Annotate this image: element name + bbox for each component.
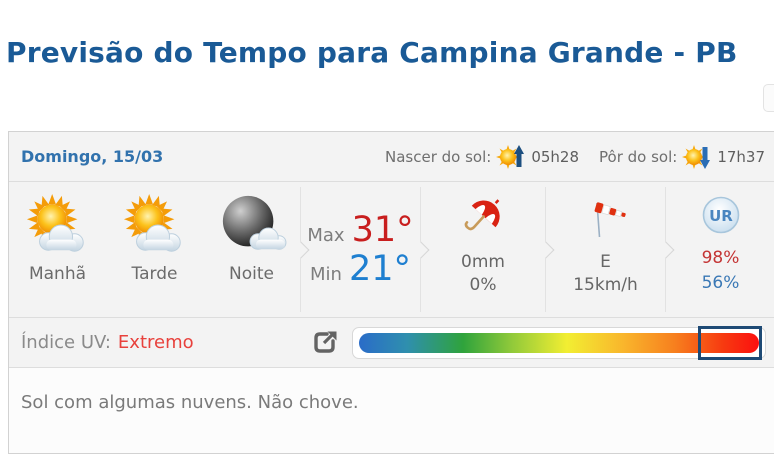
max-temp-value: 31°: [351, 209, 414, 250]
temperature-cell: Max 31° Min 21°: [301, 182, 420, 317]
sun-cloud-icon: [123, 193, 181, 252]
forecast-description: Sol com algumas nuvens. Não chove.: [9, 368, 774, 453]
sunset-time: 17h37: [717, 147, 765, 166]
rain-chance: 0%: [469, 275, 497, 295]
sunset-sun-down-arrow-icon: [682, 144, 711, 169]
uv-level-marker: [698, 325, 762, 360]
humidity-icon-text: UR: [709, 207, 733, 225]
windsock-icon: [594, 202, 626, 238]
min-temp-value: 21°: [348, 248, 411, 289]
date-label: Domingo, 15/03: [21, 147, 164, 166]
max-temp-label: Max: [307, 224, 345, 246]
forecast-row: Manhã: [9, 182, 774, 318]
wind-cell: E 15km/h: [546, 182, 665, 317]
humidity-cell: UR 98% 56%: [666, 182, 774, 317]
umbrella-icon: [464, 199, 500, 231]
humidity-min: 56%: [701, 273, 740, 293]
uv-index-label: Índice UV:: [21, 332, 111, 353]
period-label: Manhã: [28, 264, 87, 284]
sun-times: Nascer do sol: 05h28 Pôr do sol:: [385, 143, 765, 171]
column-divider: [412, 187, 430, 312]
wind-direction: E: [600, 252, 611, 272]
sun-cloud-icon: [26, 193, 84, 252]
uv-index-value: Extremo: [117, 332, 194, 353]
uv-gradient: [358, 332, 759, 353]
min-temp-label: Min: [310, 263, 342, 285]
relative-humidity-icon: UR: [702, 196, 739, 234]
period-afternoon: Tarde: [106, 182, 203, 317]
wind-speed: 15km/h: [573, 275, 638, 295]
external-link-icon[interactable]: [312, 329, 339, 356]
humidity-max: 98%: [701, 248, 740, 268]
sunrise-label: Nascer do sol:: [384, 147, 492, 166]
period-label: Noite: [229, 264, 274, 284]
sunrise-time: 05h28: [531, 147, 579, 166]
cropped-edge-element: [763, 84, 774, 112]
weather-widget: Domingo, 15/03 Nascer do sol: 05h28 Pôr …: [8, 131, 774, 454]
period-label: Tarde: [131, 264, 178, 284]
rain-amount: 0mm: [461, 252, 505, 272]
column-divider: [292, 187, 310, 312]
period-morning: Manhã: [9, 182, 106, 317]
sunrise-sun-up-arrow-icon: [496, 144, 525, 169]
page-title: Previsão do Tempo para Campina Grande - …: [6, 36, 738, 69]
date-sun-header: Domingo, 15/03 Nascer do sol: 05h28 Pôr …: [9, 132, 774, 182]
moon-cloud-icon: [222, 195, 286, 250]
rain-cell: 0mm 0%: [421, 182, 545, 317]
uv-scale-bar: [351, 325, 766, 360]
column-divider: [537, 187, 555, 312]
uv-index-row: Índice UV: Extremo: [9, 318, 774, 368]
period-night: Noite: [203, 182, 300, 317]
column-divider: [657, 187, 675, 312]
sunset-label: Pôr do sol:: [599, 147, 678, 166]
